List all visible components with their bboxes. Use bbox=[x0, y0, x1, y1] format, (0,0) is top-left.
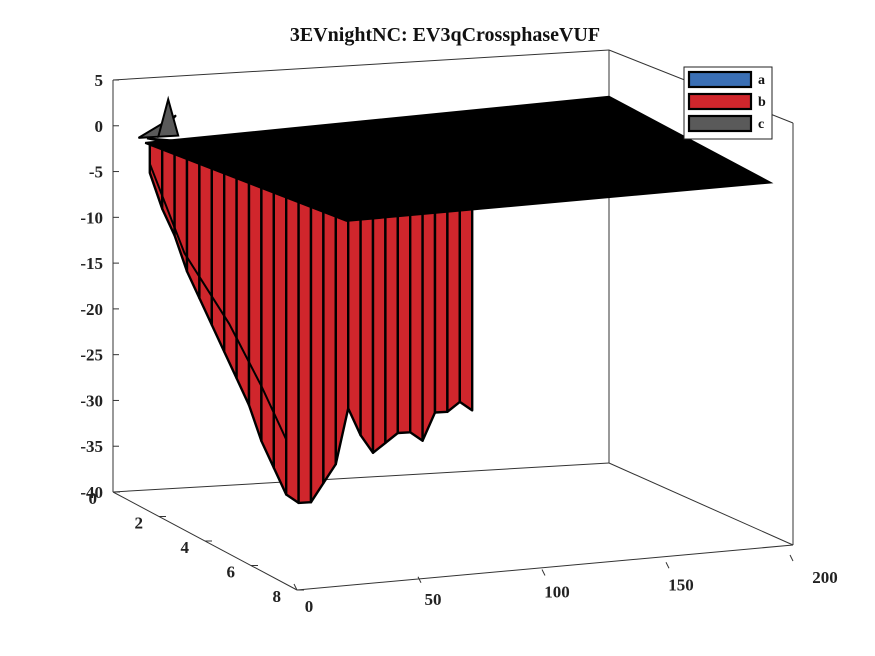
chart-title: 3EVnightNC: EV3qCrossphaseVUF bbox=[290, 24, 600, 46]
z-tick-label: 5 bbox=[95, 71, 104, 90]
y-axis: 0 2 4 6 8 bbox=[89, 489, 304, 606]
z-tick-label: 0 bbox=[95, 117, 104, 136]
legend-swatch-c bbox=[687, 114, 753, 133]
x-tick bbox=[417, 576, 422, 583]
z-tick-label: -40 bbox=[80, 483, 103, 502]
series-b-facet bbox=[198, 140, 214, 327]
series-c-spike bbox=[156, 95, 180, 138]
series-b-crease bbox=[148, 163, 288, 440]
z-tick-label: -15 bbox=[80, 254, 103, 273]
z-tick-label: -35 bbox=[80, 437, 103, 456]
legend-swatch-a bbox=[687, 70, 753, 89]
y-tick-label: 6 bbox=[227, 563, 236, 582]
x-tick-label: 200 bbox=[812, 568, 838, 587]
y-tick-label: 0 bbox=[89, 489, 98, 508]
x-tick bbox=[541, 569, 546, 576]
legend-label-a: a bbox=[758, 73, 765, 88]
z-tick-label: -5 bbox=[89, 163, 103, 182]
y-tick-label: 2 bbox=[135, 514, 144, 533]
legend-label-c: c bbox=[758, 117, 764, 132]
x-tick-label: 50 bbox=[425, 590, 442, 609]
z-tick-label: -20 bbox=[80, 300, 103, 319]
y-tick-label: 8 bbox=[273, 587, 282, 606]
legend: abc bbox=[683, 66, 773, 140]
legend-swatch-b bbox=[687, 92, 753, 111]
series-b-facet bbox=[148, 143, 164, 210]
x-tick-label: 100 bbox=[544, 583, 570, 602]
z-tick-label: -30 bbox=[80, 391, 103, 410]
x-tick-label: 150 bbox=[668, 575, 694, 594]
y-tick-label: 4 bbox=[181, 538, 190, 557]
x-tick bbox=[789, 554, 794, 562]
x-tick-label: 0 bbox=[305, 597, 314, 616]
x-tick bbox=[293, 583, 298, 591]
surface-layer bbox=[137, 95, 774, 505]
z-tick-label: -10 bbox=[80, 208, 103, 227]
top-plane bbox=[144, 95, 774, 222]
z-tick-label: -25 bbox=[80, 346, 103, 365]
z-axis: 5 0 -5 -10 -15 -20 -25 -30 -35 -40 bbox=[80, 71, 119, 502]
x-tick bbox=[665, 562, 670, 569]
x-axis: 0 50 100 150 200 bbox=[293, 554, 838, 616]
legend-label-b: b bbox=[758, 95, 766, 110]
